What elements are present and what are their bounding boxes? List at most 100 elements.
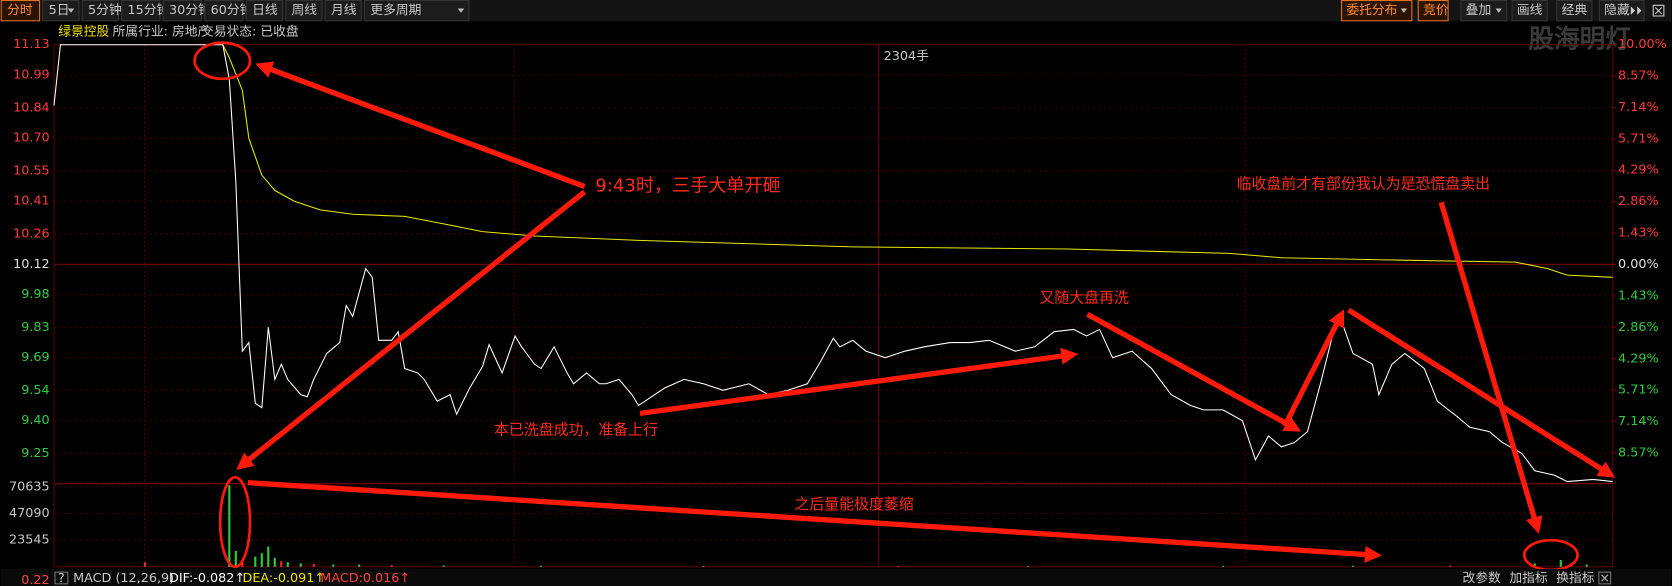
tool-label[interactable]: 委托分布 xyxy=(1346,3,1397,18)
period-button[interactable] xyxy=(324,0,362,22)
period-label[interactable]: 日线 xyxy=(252,3,278,18)
arrow xyxy=(236,189,587,470)
volume-bar xyxy=(1533,563,1536,567)
close-button[interactable] xyxy=(1598,571,1612,585)
dropdown-icon xyxy=(1400,8,1408,13)
tool-label[interactable]: 竞价 xyxy=(1423,2,1449,18)
arrow xyxy=(255,61,586,189)
button[interactable]: 改参数 xyxy=(1462,570,1501,586)
tool-button[interactable] xyxy=(1598,0,1645,22)
help[interactable]: ? xyxy=(58,571,65,586)
y-tick-label: 10.99 xyxy=(13,68,50,83)
tool-button[interactable] xyxy=(1341,0,1413,22)
annotations: 9:43时，三手大单开砸 临收盘前才有部份我认为是恐慌盘卖出 又随大盘再洗 本已… xyxy=(193,41,1616,572)
period-label[interactable]: 30分钟 xyxy=(169,2,211,18)
indicator-name[interactable]: MACD (12,26,9) xyxy=(73,571,174,586)
status: 交易状态: 已收盘 xyxy=(201,23,299,39)
volume-bar xyxy=(312,563,315,567)
arrow xyxy=(1086,311,1302,432)
volume-bar xyxy=(1351,565,1354,567)
arrow xyxy=(247,479,1382,563)
period-label[interactable]: 更多周期 xyxy=(370,3,421,18)
period-button[interactable] xyxy=(121,0,161,22)
period-button[interactable] xyxy=(364,0,470,22)
volume-bar xyxy=(299,563,302,567)
y2-tick-label: 8.57% xyxy=(1618,445,1659,460)
dif: DIF:-0.082↑ xyxy=(169,571,245,586)
period-label[interactable]: 5日 xyxy=(49,3,70,18)
tool-button[interactable] xyxy=(1460,0,1508,22)
y-tick-label: 11.13 xyxy=(13,37,50,52)
close-icon xyxy=(1601,574,1609,582)
period-label[interactable]: 15分钟 xyxy=(127,2,169,18)
volume-note: 2304手 xyxy=(884,49,929,64)
annotation: 9:43时，三手大单开砸 xyxy=(595,175,781,196)
tool-label[interactable]: 隐藏 xyxy=(1604,3,1630,18)
y-tick-label: 9.83 xyxy=(21,320,49,335)
arrow xyxy=(1347,307,1616,478)
y2-tick-label: 1.43% xyxy=(1618,226,1659,241)
y-tick-label: 9.69 xyxy=(21,350,49,365)
volume-bar xyxy=(358,564,361,567)
circle xyxy=(218,475,252,569)
annotation: 临收盘前才有部份我认为是恐慌盘卖出 xyxy=(1237,174,1490,192)
watermark: 股海明灯 xyxy=(1529,24,1631,54)
period-button[interactable] xyxy=(162,0,203,22)
y-tick-label: 10.12 xyxy=(13,257,50,272)
average-line xyxy=(222,44,1613,278)
volume-bar xyxy=(1449,565,1452,567)
dea: DEA:-0.091↑ xyxy=(243,571,326,586)
period-button[interactable] xyxy=(285,0,323,22)
dropdown-icon xyxy=(1495,8,1502,13)
period-label[interactable]: 5分钟 xyxy=(88,2,122,18)
indicator-bar xyxy=(0,568,1672,586)
button[interactable]: 加指标 xyxy=(1509,571,1548,586)
plot: 11.13 10.99 10.84 10.70 10.55 10.41 10.26 10.12… xyxy=(9,37,1667,567)
tool-label[interactable]: 经典 xyxy=(1562,3,1588,18)
tool-button[interactable] xyxy=(1417,0,1449,22)
period-button[interactable] xyxy=(42,0,80,22)
industry: 所属行业: 房地产 xyxy=(113,23,211,39)
expand-icon xyxy=(1630,6,1642,15)
maximize-icon[interactable] xyxy=(1652,4,1665,17)
circle xyxy=(193,41,252,81)
y2-tick-label: 5.71% xyxy=(1618,132,1659,147)
y2-tick-label: 2.86% xyxy=(1618,194,1659,209)
button[interactable]: 换指标 xyxy=(1556,571,1595,586)
tool-button[interactable] xyxy=(1556,0,1593,22)
volume-tick-label: 23545 xyxy=(9,533,50,548)
y2-tick-label: 4.29% xyxy=(1618,351,1659,366)
tool-label[interactable]: 画线 xyxy=(1517,3,1543,18)
help-box[interactable] xyxy=(54,571,69,585)
y-tick-label: 9.98 xyxy=(21,287,49,302)
stock-name: 绿景控股 xyxy=(58,24,109,39)
y2-tick-label: 0.00% xyxy=(1618,257,1659,272)
volume-bar xyxy=(897,566,900,567)
period-button[interactable] xyxy=(81,0,119,22)
volume-bar xyxy=(332,564,335,567)
volume-bar xyxy=(1027,566,1030,567)
arrow xyxy=(1282,309,1345,428)
period-button[interactable] xyxy=(0,0,41,22)
period-label[interactable]: 月线 xyxy=(331,3,357,18)
dropdown-icon xyxy=(67,8,75,13)
period-label[interactable]: 分时 xyxy=(7,3,33,18)
toolbar-buttons: 分时 5日 5分钟 15分钟 30分钟 60分钟 日线 周线 月线 更多周期 委托分布 竞价 叠加 画线 经… xyxy=(0,0,1665,22)
volume-bar xyxy=(390,565,393,567)
volume-bar xyxy=(1585,564,1588,567)
period-label[interactable]: 周线 xyxy=(292,3,318,18)
y2-tick-label: 10.00% xyxy=(1618,37,1667,52)
volume-bar xyxy=(442,565,445,567)
plot-frame xyxy=(53,44,1614,568)
y-tick-label: 10.41 xyxy=(13,194,50,209)
volume-bar xyxy=(143,562,146,567)
y-tick-label: 10.55 xyxy=(13,163,50,178)
period-label[interactable]: 60分钟 xyxy=(211,2,253,18)
period-button[interactable] xyxy=(245,0,284,22)
tool-label[interactable]: 叠加 xyxy=(1466,3,1492,18)
period-button[interactable] xyxy=(204,0,244,22)
y-tick-label: 9.25 xyxy=(21,446,49,461)
tool-button[interactable] xyxy=(1511,0,1548,22)
arrow xyxy=(1438,201,1543,534)
